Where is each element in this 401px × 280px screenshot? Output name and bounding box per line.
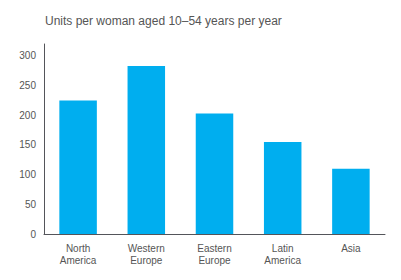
svg-text:100: 100 bbox=[19, 169, 36, 180]
svg-text:North: North bbox=[66, 243, 90, 254]
svg-text:America: America bbox=[264, 255, 301, 266]
svg-text:200: 200 bbox=[19, 110, 36, 121]
svg-text:Eastern: Eastern bbox=[197, 243, 231, 254]
svg-text:Europe: Europe bbox=[198, 255, 231, 266]
svg-text:Asia: Asia bbox=[341, 243, 361, 254]
svg-text:America: America bbox=[60, 255, 97, 266]
svg-text:Europe: Europe bbox=[130, 255, 163, 266]
svg-text:Units per woman aged 10–54 yea: Units per woman aged 10–54 years per yea… bbox=[45, 14, 282, 28]
svg-text:300: 300 bbox=[19, 50, 36, 61]
svg-text:150: 150 bbox=[19, 139, 36, 150]
svg-text:0: 0 bbox=[30, 229, 36, 240]
svg-text:50: 50 bbox=[25, 199, 37, 210]
svg-text:250: 250 bbox=[19, 80, 36, 91]
svg-text:Western: Western bbox=[128, 243, 165, 254]
svg-text:Latin: Latin bbox=[272, 243, 294, 254]
